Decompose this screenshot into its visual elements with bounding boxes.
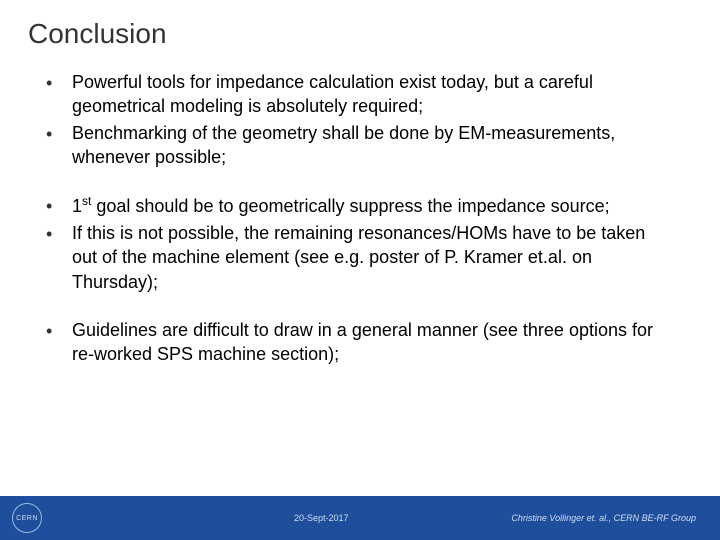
ordinal-number: 1	[72, 196, 82, 216]
footer-date: 20-Sept-2017	[294, 513, 349, 523]
cern-logo: CERN	[12, 503, 42, 533]
slide-footer: CERN 20-Sept-2017 Christine Vollinger et…	[0, 496, 720, 540]
bullet-text-part: goal should be to geometrically suppress…	[91, 196, 609, 216]
bullet-item: • Benchmarking of the geometry shall be …	[46, 121, 674, 170]
bullet-text: If this is not possible, the remaining r…	[72, 221, 674, 294]
bullet-item: • 1st goal should be to geometrically su…	[46, 193, 674, 219]
bullet-item: • Powerful tools for impedance calculati…	[46, 70, 674, 119]
bullet-marker: •	[46, 121, 72, 147]
bullet-item: • If this is not possible, the remaining…	[46, 221, 674, 294]
cern-logo-text: CERN	[16, 515, 38, 522]
bullet-text: 1st goal should be to geometrically supp…	[72, 193, 674, 218]
slide-container: Conclusion • Powerful tools for impedanc…	[0, 0, 720, 540]
footer-author: Christine Vollinger et. al., CERN BE-RF …	[511, 513, 696, 523]
bullet-text: Guidelines are difficult to draw in a ge…	[72, 318, 674, 367]
slide-content: • Powerful tools for impedance calculati…	[0, 50, 720, 496]
bullet-marker: •	[46, 318, 72, 344]
bullet-text: Benchmarking of the geometry shall be do…	[72, 121, 674, 170]
bullet-group-1: • Powerful tools for impedance calculati…	[46, 70, 674, 169]
bullet-marker: •	[46, 221, 72, 247]
bullet-text: Powerful tools for impedance calculation…	[72, 70, 674, 119]
bullet-marker: •	[46, 70, 72, 96]
bullet-group-2: • 1st goal should be to geometrically su…	[46, 193, 674, 294]
ordinal-suffix: st	[82, 194, 91, 208]
bullet-marker: •	[46, 193, 72, 219]
slide-title: Conclusion	[0, 0, 720, 50]
bullet-item: • Guidelines are difficult to draw in a …	[46, 318, 674, 367]
bullet-group-3: • Guidelines are difficult to draw in a …	[46, 318, 674, 367]
